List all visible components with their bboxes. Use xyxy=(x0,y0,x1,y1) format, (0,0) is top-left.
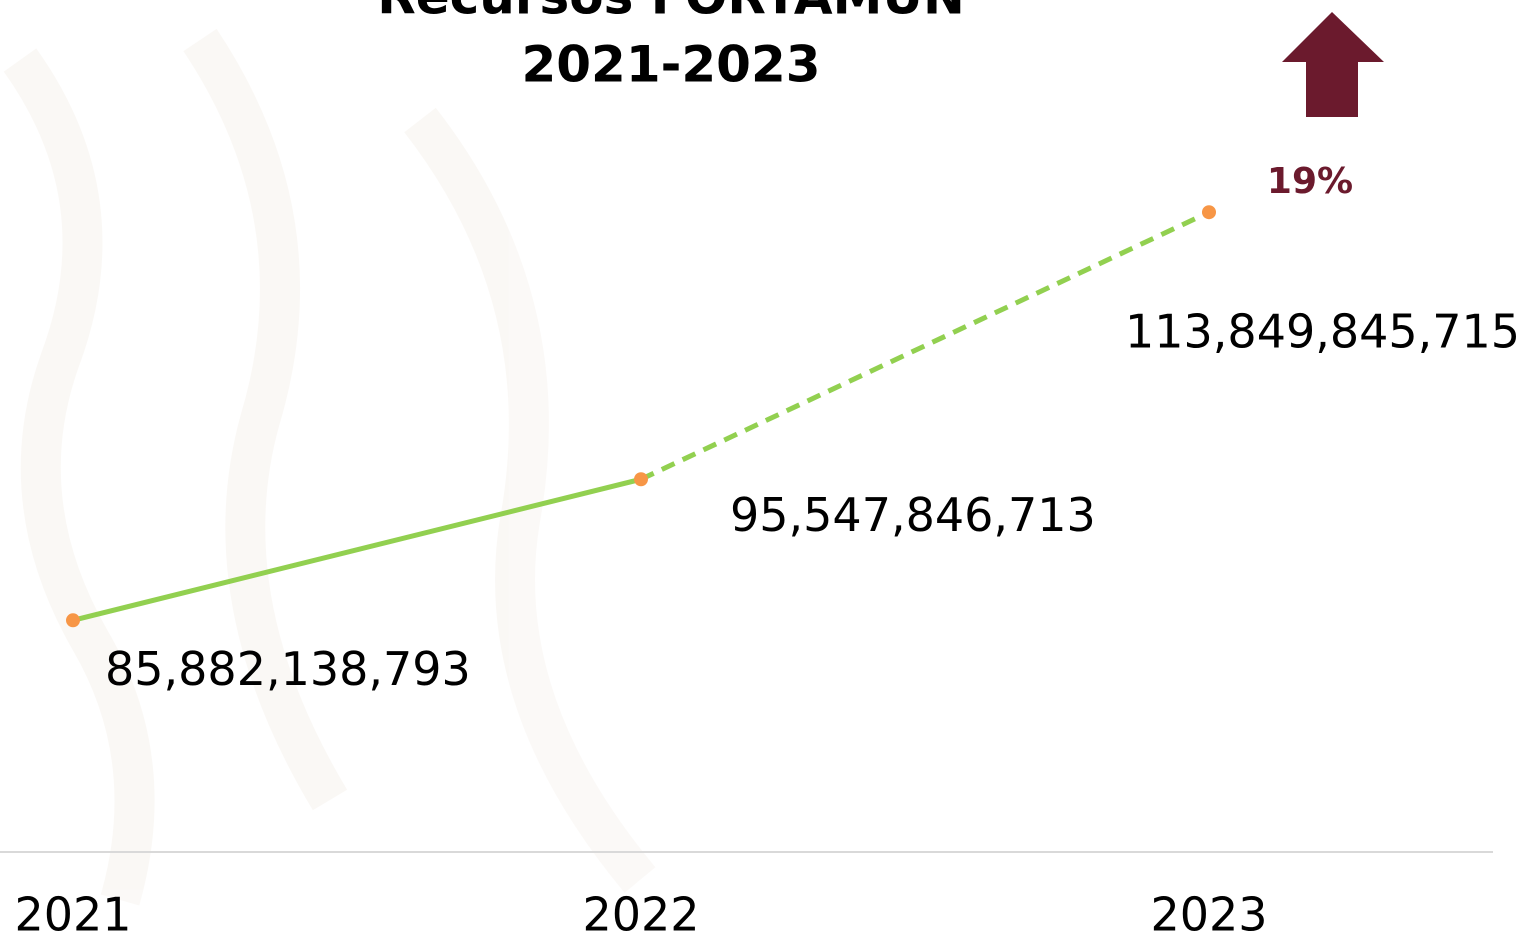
chart-title: Recursos FORTAMUN xyxy=(377,0,965,26)
x-tick-label: 2021 xyxy=(14,888,131,941)
marker xyxy=(1202,205,1216,220)
watermark xyxy=(3,28,656,906)
annotation: 19% xyxy=(1267,161,1353,202)
increase-arrow xyxy=(1282,12,1384,117)
x-tick-label: 2023 xyxy=(1150,888,1267,941)
data-label: 85,882,138,793 xyxy=(105,642,471,696)
data-label: 113,849,845,715 xyxy=(1125,305,1517,359)
marker xyxy=(634,472,648,487)
x-tick-label: 2022 xyxy=(582,888,699,941)
chart-title: 2021-2023 xyxy=(521,36,820,94)
marker xyxy=(66,613,80,628)
line-segment xyxy=(72,476,642,623)
line-segment xyxy=(639,209,1211,482)
data-label: 95,547,846,713 xyxy=(730,488,1096,542)
